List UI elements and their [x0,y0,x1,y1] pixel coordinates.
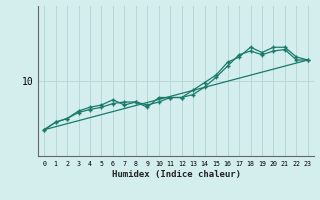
X-axis label: Humidex (Indice chaleur): Humidex (Indice chaleur) [111,170,241,179]
